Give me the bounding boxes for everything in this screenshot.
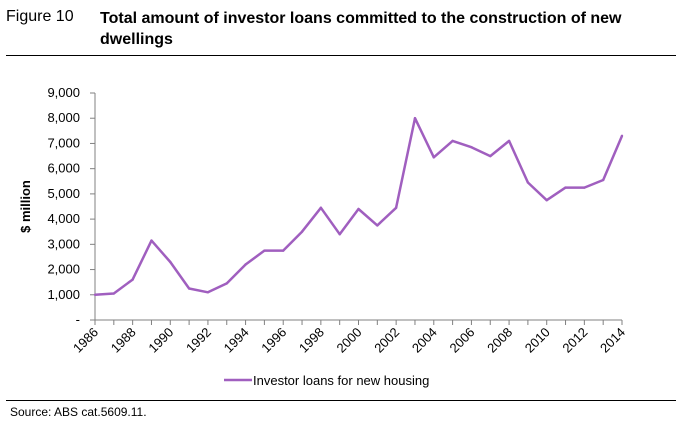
data-point (489, 154, 492, 158)
x-tick-label: 2014 (597, 325, 628, 356)
figure-label: Figure 10 (6, 8, 74, 25)
data-point (263, 249, 266, 252)
data-point (394, 206, 398, 209)
data-point (432, 156, 435, 159)
y-axis: - 1,000 2,000 3,000 4,000 5,000 6,000 7,000 8,00… (47, 85, 96, 327)
y-tick-label: 1,000 (47, 287, 80, 302)
data-point (376, 224, 379, 227)
y-tick-label: 6,000 (47, 161, 80, 176)
x-tick-label: 2004 (409, 325, 440, 356)
x-tick-label: 1994 (221, 325, 252, 356)
y-tick-label: - (76, 312, 80, 327)
data-point (93, 293, 97, 296)
legend: Investor loans for new housing (224, 373, 429, 388)
x-tick-label: 2012 (559, 325, 590, 356)
header-divider (6, 55, 676, 56)
x-tick-label: 2002 (371, 325, 402, 356)
data-point (583, 186, 586, 189)
y-tick-label: 5,000 (47, 186, 80, 201)
data-point (225, 282, 228, 285)
source-note: Source: ABS cat.5609.11. (10, 405, 147, 419)
x-tick-label: 2008 (484, 325, 515, 356)
data-point (620, 134, 624, 138)
data-point (507, 139, 511, 143)
data-point (300, 230, 304, 233)
data-point (187, 287, 191, 290)
data-point (470, 146, 473, 149)
data-point (150, 239, 153, 242)
x-tick-label: 1988 (108, 325, 139, 356)
x-axis: 1986 1988 1990 1992 1994 1996 1998 2000 2002 2004… (70, 319, 628, 356)
data-point (526, 181, 530, 184)
x-tick-label: 1992 (183, 325, 214, 356)
data-point (451, 139, 454, 143)
data-point (244, 263, 247, 266)
data-point (112, 292, 116, 295)
series-layer (93, 116, 624, 297)
data-point (131, 278, 134, 281)
x-tick-label: 1998 (296, 325, 327, 356)
y-tick-label: 8,000 (47, 110, 80, 125)
x-tick-label: 2006 (446, 325, 477, 356)
data-point (601, 178, 605, 182)
x-tick-label: 1990 (145, 325, 176, 356)
x-tick-label: 2000 (334, 325, 365, 356)
y-tick-label: 9,000 (47, 85, 80, 100)
data-point (206, 291, 210, 294)
x-tick-label: 2010 (522, 325, 553, 356)
data-point (282, 249, 285, 252)
figure-title: Total amount of investor loans committed… (100, 10, 622, 48)
data-point (357, 207, 360, 211)
line-chart: - 1,000 2,000 3,000 4,000 5,000 6,000 7,000 8,00… (18, 85, 628, 388)
data-point (169, 260, 172, 264)
data-point (545, 198, 548, 202)
y-tick-label: 7,000 (47, 135, 80, 150)
x-tick-label: 1986 (70, 325, 101, 356)
data-point (319, 206, 323, 209)
x-tick-label: 1996 (258, 325, 289, 356)
footer-divider (6, 400, 676, 401)
data-point (338, 233, 341, 236)
data-point (564, 186, 567, 189)
y-tick-label: 4,000 (47, 211, 80, 226)
y-axis-label: $ million (18, 180, 33, 233)
y-tick-label: 3,000 (47, 236, 80, 251)
y-tick-label: 2,000 (47, 262, 80, 277)
data-point (413, 117, 417, 120)
legend-label: Investor loans for new housing (253, 373, 429, 388)
series-line-investor-loans (94, 116, 624, 297)
